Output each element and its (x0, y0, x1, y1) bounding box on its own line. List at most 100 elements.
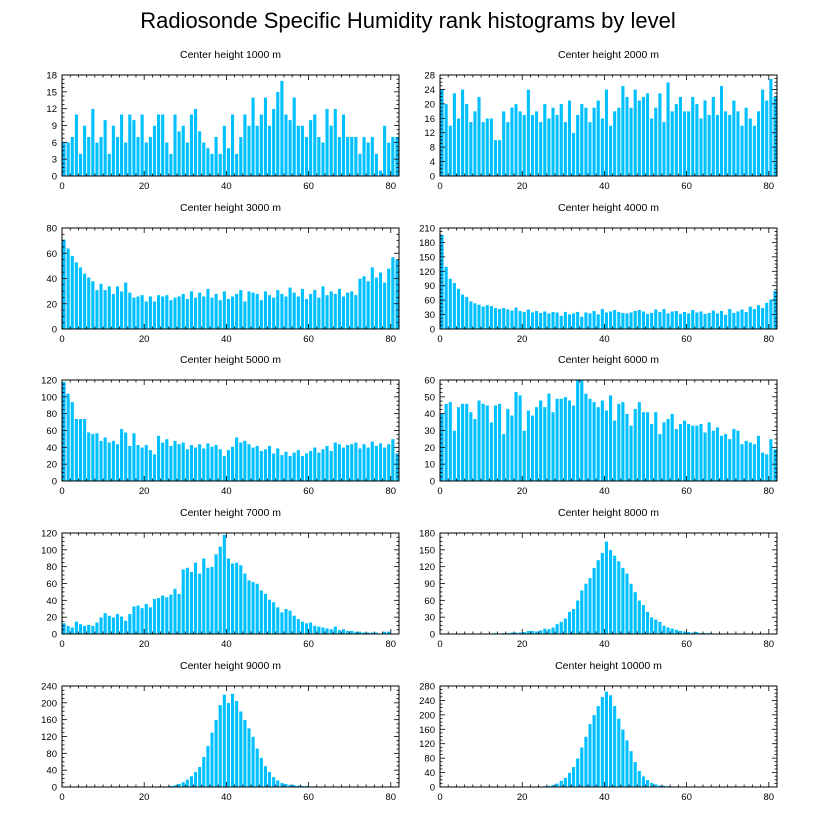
histogram-bar (185, 779, 190, 788)
histogram-bar (633, 761, 638, 788)
histogram-bar (583, 311, 588, 330)
histogram-bar (522, 311, 527, 330)
x-tick-label: 20 (139, 792, 150, 803)
histogram-bar (682, 420, 687, 482)
y-tick-label: 40 (46, 596, 57, 607)
histogram-bar (386, 443, 391, 482)
histogram-bar (526, 630, 531, 635)
histogram-bar (563, 121, 568, 177)
histogram-bar (468, 411, 473, 482)
histogram-bar (518, 310, 523, 330)
histogram-bar (629, 750, 634, 788)
histogram-bar (115, 613, 120, 635)
histogram-bar (312, 114, 317, 177)
histogram-bar (542, 628, 547, 635)
histogram-bar (649, 616, 654, 635)
histogram-bar (98, 136, 104, 177)
x-tick-label: 40 (221, 334, 232, 345)
x-tick-label: 0 (59, 639, 64, 650)
histogram-bar (629, 107, 634, 177)
y-tick-label: 0 (52, 172, 57, 183)
histogram-bar (493, 139, 498, 177)
histogram-bar (530, 311, 535, 330)
histogram-bar (489, 118, 494, 177)
histogram-bar (189, 775, 194, 788)
y-tick-label: 4 (430, 157, 435, 168)
y-tick-label: 8 (430, 143, 435, 154)
histogram-bar (583, 736, 588, 788)
histogram-bar (66, 393, 71, 482)
histogram-bar (596, 705, 601, 788)
histogram-bar (674, 103, 679, 177)
y-tick-label: 180 (419, 238, 435, 249)
histogram-bar (275, 606, 280, 635)
x-tick-label: 0 (59, 334, 64, 345)
histogram-bar (620, 85, 625, 177)
histogram-bar (575, 114, 580, 177)
histogram-bar (242, 573, 247, 635)
histogram-bar (209, 732, 215, 788)
histogram-bar (168, 299, 173, 330)
histogram-bar (600, 118, 605, 177)
x-tick-label: 0 (59, 486, 64, 497)
histogram-bar (209, 153, 215, 177)
histogram-bar (255, 445, 260, 482)
y-tick-label: 150 (419, 545, 435, 556)
histogram-bar (197, 573, 202, 635)
histogram-bar (279, 454, 284, 482)
histogram-bar (550, 107, 556, 177)
histogram-bar (374, 153, 379, 177)
histogram-bar (189, 444, 194, 482)
histogram-bar (538, 312, 543, 330)
histogram-bar (181, 568, 186, 635)
histogram-bar (592, 107, 597, 177)
histogram-bar (288, 610, 293, 635)
y-tick-label: 3 (52, 155, 57, 166)
histogram-bar (70, 255, 75, 330)
x-tick-label: 80 (763, 486, 774, 497)
histogram-bar (131, 297, 136, 330)
histogram-bar (563, 396, 568, 482)
histogram-panel: Center height 2000 m 0 20 40 60 80 0 4 8 12 16 20 24… (424, 49, 778, 192)
histogram-bar (645, 611, 650, 635)
y-tick-label: 160 (41, 715, 57, 726)
histogram-bar (201, 558, 206, 635)
histogram-bar (370, 441, 375, 482)
histogram-bar (164, 438, 169, 482)
histogram-bar (341, 295, 346, 330)
histogram-bar (283, 295, 289, 330)
histogram-bar (185, 448, 190, 482)
x-tick-label: 0 (437, 639, 442, 650)
x-tick-label: 20 (517, 639, 528, 650)
histogram-bar (756, 304, 761, 330)
histogram-bar (168, 445, 173, 482)
histogram-bar (448, 401, 453, 482)
histogram-bar (296, 618, 301, 635)
histogram-bar (283, 608, 289, 635)
histogram-bar (251, 447, 256, 482)
x-tick-label: 40 (599, 486, 610, 497)
y-tick-label: 240 (41, 682, 57, 693)
histogram-bar (657, 311, 662, 330)
histogram-bar (637, 600, 642, 635)
histogram-bar (592, 401, 597, 482)
x-tick-label: 40 (599, 792, 610, 803)
histogram-bar (641, 775, 646, 788)
histogram-bar (616, 403, 621, 482)
histogram-bar (604, 691, 609, 788)
histogram-bar (312, 289, 317, 330)
histogram-bar (304, 452, 309, 482)
histogram-bar (119, 616, 124, 635)
histogram-bar (555, 623, 560, 635)
histogram-bar (657, 433, 662, 482)
histogram-bar (214, 553, 219, 635)
histogram-bar (177, 593, 182, 635)
histogram-bar (62, 622, 67, 635)
histogram-bar (620, 312, 625, 330)
histogram-bar (300, 621, 305, 635)
histogram-bar (740, 443, 745, 482)
histogram-bar (193, 771, 198, 788)
histogram-bar (259, 589, 264, 635)
histogram-bar (567, 313, 572, 330)
histogram-bar (255, 748, 260, 788)
